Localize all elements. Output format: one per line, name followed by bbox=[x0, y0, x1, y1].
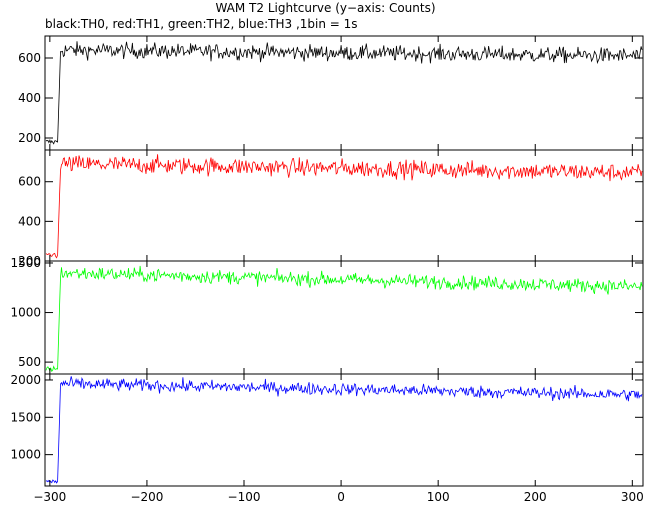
y-tick-label: 400 bbox=[18, 214, 41, 228]
panel-frame-2 bbox=[44, 149, 644, 262]
series-line-th0 bbox=[45, 41, 643, 145]
x-tick-label: −200 bbox=[130, 490, 163, 504]
x-tick-label: −100 bbox=[228, 490, 261, 504]
y-tick-label: 200 bbox=[18, 131, 41, 145]
series-line-th1 bbox=[45, 154, 643, 259]
y-tick-label: 400 bbox=[18, 91, 41, 105]
y-tick-label: 1000 bbox=[10, 448, 41, 462]
series-line-th3 bbox=[45, 376, 643, 484]
chart-title: WAM T2 Lightcurve (y−axis: Counts) bbox=[215, 1, 436, 15]
x-tick-label: 300 bbox=[621, 490, 644, 504]
y-tick-label: 2000 bbox=[10, 373, 41, 387]
x-tick-label: 100 bbox=[427, 490, 450, 504]
panel-frame-3 bbox=[44, 260, 644, 375]
y-tick-label: 1000 bbox=[10, 306, 41, 320]
chart-subtitle: black:TH0, red:TH1, green:TH2, blue:TH3 … bbox=[45, 17, 358, 31]
panel-frame-4 bbox=[44, 373, 644, 487]
y-tick-label: 1500 bbox=[10, 256, 41, 270]
y-tick-label: 1500 bbox=[10, 410, 41, 424]
series-line-th2 bbox=[45, 265, 643, 373]
x-tick-label: −300 bbox=[33, 490, 66, 504]
y-tick-label: 600 bbox=[18, 51, 41, 65]
x-tick-label: 200 bbox=[524, 490, 547, 504]
y-tick-label: 500 bbox=[18, 355, 41, 369]
y-tick-label: 600 bbox=[18, 175, 41, 189]
x-tick-label: 0 bbox=[337, 490, 345, 504]
y-tick-label: 200 bbox=[18, 254, 41, 268]
